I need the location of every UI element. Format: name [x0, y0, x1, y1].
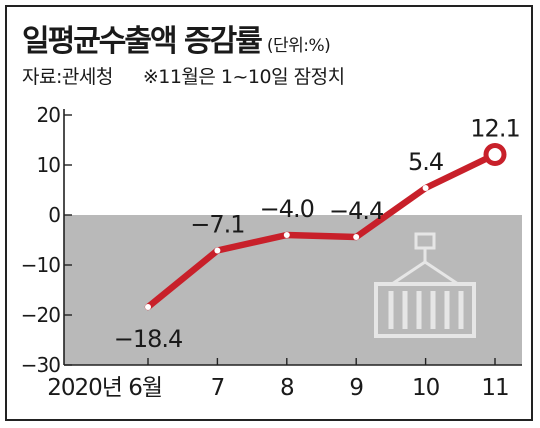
y-tick-label: 10: [37, 153, 61, 177]
data-point-highlight: [483, 143, 507, 166]
y-tick-label: −30: [21, 353, 60, 377]
data-label: 12.1: [470, 115, 519, 143]
x-tick-label: 11: [481, 375, 508, 401]
shipping-container-crane-icon: [374, 232, 476, 338]
data-label: 5.4: [408, 148, 443, 176]
source-row: 자료:관세청 ※11월은 1~10일 잠정치: [22, 62, 345, 89]
chart-title: 일평균수출액 증감률: [22, 24, 263, 59]
data-label: −7.1: [190, 211, 244, 239]
y-tick-label: 0: [48, 203, 60, 227]
provisional-note: ※11월은 1~10일 잠정치: [142, 66, 345, 88]
data-label: −4.4: [329, 197, 383, 225]
x-tick-label: 7: [211, 375, 225, 401]
chart-frame: [5, 5, 533, 421]
data-point: [145, 304, 151, 310]
y-tick-label: −10: [21, 253, 60, 277]
negative-region-band: [64, 215, 522, 365]
title-row: 일평균수출액 증감률 (단위:%): [22, 16, 331, 60]
x-tick-label: 8: [280, 375, 294, 401]
data-point: [422, 185, 429, 191]
x-tick-label: 10: [412, 375, 440, 401]
data-label: −4.0: [260, 195, 314, 223]
x-tick-label: 9: [349, 375, 363, 401]
x-tick-label: 2020년 6월: [47, 375, 162, 401]
y-tick-label: 20: [37, 103, 61, 127]
data-line: [144, 151, 499, 311]
source-label: 자료:관세청: [22, 66, 113, 88]
data-label: −18.4: [114, 325, 183, 353]
data-point: [283, 232, 290, 238]
chart-unit: (단위:%): [266, 36, 331, 56]
data-point: [353, 234, 360, 240]
y-tick-label: −20: [21, 303, 60, 327]
data-point: [214, 247, 221, 254]
